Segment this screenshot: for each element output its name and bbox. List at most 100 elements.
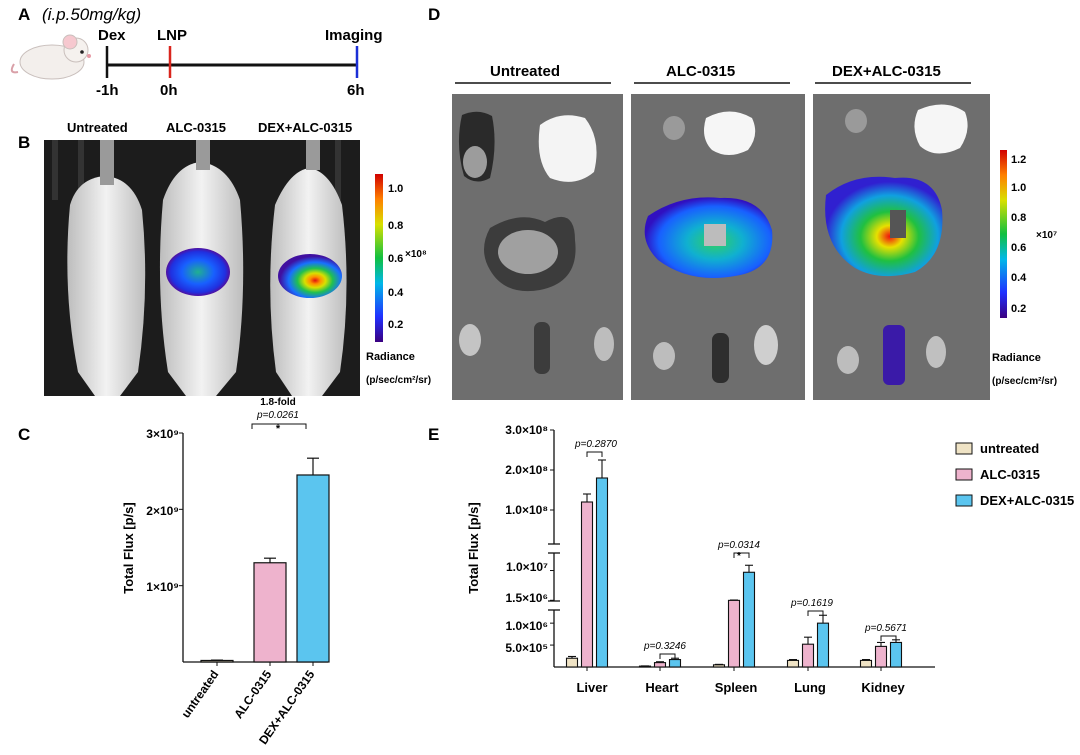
d-cbar-tick: 0.2 — [1011, 303, 1026, 315]
event-dex-time: -1h — [96, 82, 119, 99]
chart-e: Total Flux [p/s] 3.0×10⁸ 2.0×10⁸ 1.0×10⁸… — [466, 423, 1074, 695]
e-y-tick: 1.0×10⁶ — [505, 619, 548, 633]
b-cbar-label: Radiance — [366, 351, 415, 363]
chart-c: Total Flux [p/s] 1×10⁹ 2×10⁹ 3×10⁹ 1.8-f… — [121, 397, 330, 747]
legend-swatch-dex — [955, 494, 973, 507]
event-dex-label: Dex — [98, 27, 126, 44]
c-x-tick: ALC-0315 — [231, 667, 274, 721]
e-y-tick: 1.0×10⁸ — [505, 503, 548, 517]
c-sig-bracket — [251, 423, 307, 429]
c-fold-label: 1.8-fold — [260, 397, 296, 408]
dose-label: (i.p.50mg/kg) — [42, 5, 141, 24]
e-y-tick: 2.0×10⁸ — [505, 463, 548, 477]
e-bar — [595, 477, 609, 668]
e-bar — [712, 664, 726, 668]
e-y-label: Total Flux [p/s] — [466, 502, 481, 593]
d-group-untreated: Untreated — [490, 63, 560, 80]
e-pvalue: p=0.0314 — [717, 540, 760, 551]
c-pvalue: p=0.0261 — [256, 410, 299, 421]
c-y-tick: 3×10⁹ — [146, 427, 179, 441]
d-group-dex: DEX+ALC-0315 — [832, 63, 941, 80]
c-y-tick: 1×10⁹ — [146, 580, 179, 594]
e-x-tick: Spleen — [715, 680, 758, 695]
c-y-label: Total Flux [p/s] — [121, 502, 136, 593]
b-cbar-tick: 0.8 — [388, 220, 403, 232]
e-bar — [859, 659, 873, 668]
d-organ-image-alc — [631, 94, 805, 400]
b-colorbar — [375, 174, 383, 342]
d-cbar-units: (p/sec/cm²/sr) — [992, 376, 1057, 387]
panel-label-a: A — [18, 5, 30, 24]
d-cbar-label: Radiance — [992, 352, 1041, 364]
e-x-tick: Lung — [794, 680, 826, 695]
panel-label-c: C — [18, 425, 30, 444]
e-bar — [742, 571, 756, 668]
b-cbar-units: (p/sec/cm²/sr) — [366, 375, 431, 386]
d-organ-image-dex — [813, 94, 990, 400]
e-sig-bracket — [880, 635, 897, 641]
b-group-dex: DEX+ALC-0315 — [258, 120, 352, 135]
d-colorbar — [1000, 150, 1007, 318]
event-imaging-time: 6h — [347, 82, 365, 99]
b-group-alc: ALC-0315 — [166, 120, 226, 135]
e-bar — [816, 622, 830, 668]
e-bar — [653, 662, 667, 668]
b-cbar-tick: 1.0 — [388, 183, 403, 195]
e-x-tick: Liver — [576, 680, 607, 695]
c-star: * — [276, 423, 281, 435]
event-imaging-label: Imaging — [325, 27, 383, 44]
e-bar — [874, 645, 888, 668]
panel-label-b: B — [18, 133, 30, 152]
e-sig-bracket — [659, 653, 676, 659]
e-bar — [889, 641, 903, 668]
e-sig-bracket — [586, 451, 603, 457]
e-bar — [580, 501, 594, 668]
e-bar — [565, 657, 579, 668]
d-organ-image-untreated — [452, 94, 623, 400]
panel-label-e: E — [428, 425, 439, 444]
d-cbar-multiplier: ×10⁷ — [1036, 230, 1057, 241]
e-pvalue: p=0.1619 — [790, 598, 833, 609]
event-lnp-time: 0h — [160, 82, 178, 99]
e-bar — [786, 659, 800, 668]
c-bar — [253, 562, 287, 663]
b-mouse-image — [44, 140, 360, 396]
d-cbar-tick: 0.8 — [1011, 212, 1026, 224]
d-cbar-tick: 1.2 — [1011, 154, 1026, 166]
e-y-tick: 1.5×10⁶ — [505, 591, 548, 605]
e-x-tick: Kidney — [861, 680, 905, 695]
b-signal-dex — [278, 254, 342, 298]
e-bar — [801, 643, 815, 668]
d-cbar-tick: 0.4 — [1011, 272, 1027, 284]
c-bar — [296, 474, 330, 663]
e-y-tick: 5.0×10⁵ — [505, 641, 548, 655]
legend-swatch-alc — [955, 468, 973, 481]
e-bar — [668, 658, 682, 668]
b-cbar-tick: 0.6 — [388, 253, 403, 265]
b-cbar-multiplier: ×10⁸ — [405, 249, 427, 260]
c-y-tick: 2×10⁹ — [146, 504, 179, 518]
d-cbar-tick: 0.6 — [1011, 242, 1026, 254]
legend-label: ALC-0315 — [980, 467, 1040, 482]
b-signal-alc — [166, 248, 230, 296]
b-cbar-tick: 0.4 — [388, 287, 404, 299]
e-sig-bracket — [733, 552, 750, 558]
c-bar — [200, 659, 234, 663]
e-y-tick: 1.0×10⁷ — [506, 560, 548, 574]
e-pvalue: p=0.3246 — [643, 641, 686, 652]
e-pvalue: p=0.2870 — [574, 439, 617, 450]
b-group-untreated: Untreated — [67, 120, 128, 135]
b-cbar-tick: 0.2 — [388, 319, 403, 331]
d-group-alc: ALC-0315 — [666, 63, 735, 80]
panel-label-d: D — [428, 5, 440, 24]
e-sig-bracket — [807, 610, 824, 616]
event-lnp-label: LNP — [157, 27, 187, 44]
mouse-icon — [10, 34, 91, 80]
e-pvalue: p=0.5671 — [864, 623, 907, 634]
e-y-tick: 3.0×10⁸ — [505, 423, 548, 437]
legend-label: untreated — [980, 441, 1039, 456]
e-star: * — [737, 551, 741, 562]
c-x-tick: untreated — [179, 668, 222, 721]
e-bar — [727, 599, 741, 668]
